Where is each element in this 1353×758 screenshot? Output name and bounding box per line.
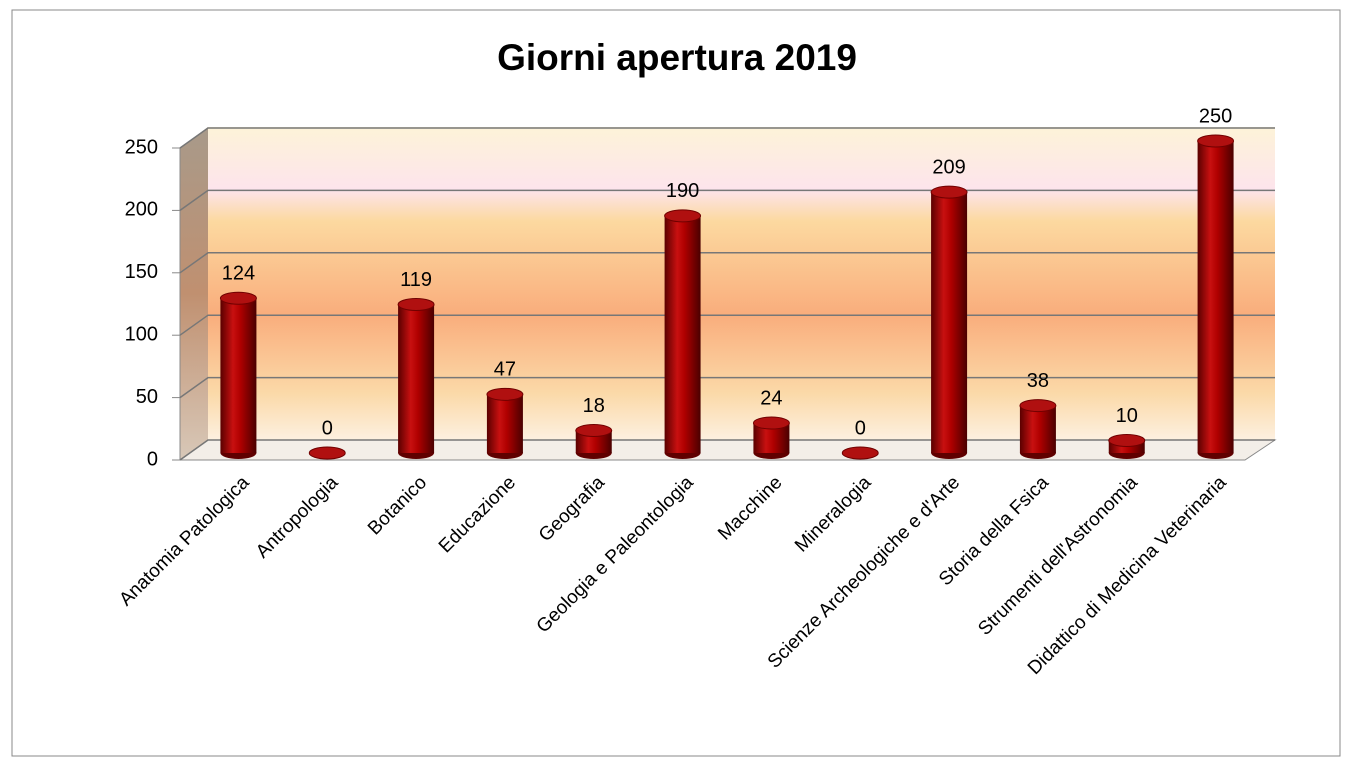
bar [1108, 434, 1146, 459]
back-wall [208, 127, 1275, 440]
data-label: 119 [400, 269, 432, 291]
data-label: 0 [322, 417, 333, 439]
grid-line [179, 127, 1275, 149]
bar-top [1019, 399, 1057, 413]
grid-line [179, 376, 1275, 399]
bar-top [486, 387, 524, 401]
y-tick-label: 50 [136, 386, 158, 408]
bar-body [220, 298, 257, 453]
data-label: 0 [855, 417, 866, 439]
data-label: 47 [494, 359, 516, 381]
grid-line [179, 252, 1275, 274]
bar [930, 185, 968, 459]
bar-body [1019, 405, 1056, 453]
y-tick-label: 150 [125, 261, 158, 283]
bar [575, 424, 613, 459]
bar [219, 291, 257, 459]
bar-top [397, 297, 435, 311]
bar-top [219, 291, 257, 305]
bar-body [1197, 141, 1234, 453]
bar-top [308, 446, 346, 460]
bar-top [752, 416, 790, 430]
bar-top [841, 446, 879, 460]
data-label: 209 [932, 156, 965, 178]
data-label: 38 [1027, 370, 1049, 392]
grid-line [179, 314, 1275, 336]
bar-top [1197, 134, 1235, 148]
y-tick-label: 100 [125, 323, 158, 345]
y-tick-label: 200 [125, 199, 158, 221]
y-tick-label: 250 [125, 136, 158, 158]
bar [752, 416, 790, 459]
bar-top [1108, 434, 1146, 448]
grid-line [179, 189, 1275, 212]
bar [486, 387, 524, 459]
y-tick-label: 0 [147, 448, 158, 470]
bar-top [930, 185, 968, 199]
data-label: 18 [583, 395, 605, 417]
bar [1197, 134, 1235, 459]
bar-body [931, 192, 968, 453]
bar-body [398, 304, 435, 453]
data-label: 10 [1116, 405, 1138, 427]
bar-body [486, 394, 523, 453]
bar [308, 446, 346, 460]
bar-body [664, 215, 701, 453]
data-label: 190 [666, 180, 699, 202]
bar-top [664, 209, 702, 223]
bar [664, 209, 702, 459]
data-label: 250 [1199, 105, 1232, 127]
grid-line [179, 439, 1275, 461]
bar-top [575, 424, 613, 438]
data-label: 24 [760, 387, 782, 409]
data-label: 124 [222, 263, 255, 285]
chart-title: Giorni apertura 2019 [497, 37, 857, 78]
bar [841, 446, 879, 460]
bar [1019, 399, 1057, 459]
side-wall [180, 127, 208, 460]
bar [397, 297, 435, 459]
